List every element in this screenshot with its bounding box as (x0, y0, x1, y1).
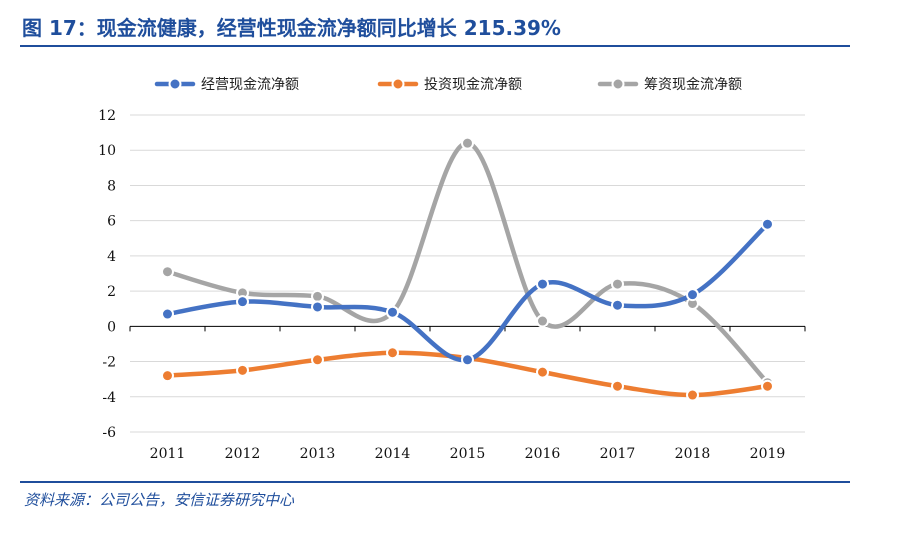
data-point (461, 353, 474, 367)
data-point (611, 298, 624, 312)
data-point (161, 265, 174, 279)
source-note: 资料来源：公司公告，安信证券研究中心 (24, 491, 295, 509)
legend-label: 经营现金流净额 (201, 77, 299, 93)
legend-marker (168, 77, 182, 91)
data-point (311, 353, 324, 367)
axes (129, 325, 806, 332)
y-tick-label: -2 (102, 355, 116, 371)
y-tick-label: 0 (107, 319, 116, 335)
series-line (165, 140, 770, 385)
legend: 经营现金流净额 投资现金流净额 筹资现金流净额 (154, 76, 742, 93)
data-point (311, 289, 324, 303)
data-point (761, 379, 774, 393)
x-tick-label: 2012 (225, 446, 261, 462)
y-tick-label: 4 (107, 249, 116, 265)
y-tick-label: 2 (107, 284, 116, 300)
y-tick-label: -4 (102, 390, 116, 406)
x-tick-label: 2019 (750, 446, 786, 462)
x-tick-label: 2015 (450, 446, 486, 462)
legend-marker (611, 77, 625, 91)
x-tick-label: 2016 (525, 446, 561, 462)
data-point (236, 363, 249, 377)
data-point (536, 314, 549, 328)
x-tick-labels: 2011 2012 2013 2014 2015 2016 2017 2018 2019 (150, 446, 786, 462)
gridlines (130, 114, 805, 433)
data-point (686, 388, 699, 402)
data-point (311, 300, 324, 314)
y-tick-labels: 12 10 8 6 4 2 0 -2 -4 -6 (98, 108, 116, 441)
data-point (611, 379, 624, 393)
data-point (161, 369, 174, 383)
data-point (611, 277, 624, 291)
legend-label: 筹资现金流净额 (644, 76, 742, 93)
data-point (386, 305, 399, 319)
data-point (236, 295, 249, 309)
x-tick-label: 2011 (150, 446, 186, 462)
x-tick-label: 2014 (375, 446, 411, 462)
data-point (461, 136, 474, 150)
series-lines (161, 136, 774, 402)
data-point (686, 288, 699, 302)
y-tick-label: 8 (107, 178, 116, 194)
y-tick-label: -6 (102, 425, 116, 441)
x-tick-label: 2013 (300, 446, 336, 462)
x-tick-label: 2017 (600, 446, 636, 462)
data-point (536, 277, 549, 291)
legend-marker (391, 77, 405, 91)
y-tick-label: 12 (98, 108, 116, 124)
figure-title: 图 17：现金流健康，经营性现金流净额同比增长 215.39% (22, 16, 561, 40)
data-point (161, 307, 174, 321)
x-tick-label: 2018 (675, 446, 711, 462)
data-point (386, 346, 399, 360)
source-divider (20, 481, 850, 483)
y-tick-label: 6 (107, 214, 116, 230)
legend-label: 投资现金流净额 (424, 77, 522, 93)
data-point (761, 217, 774, 231)
y-tick-label: 10 (98, 143, 116, 159)
data-point (536, 365, 549, 379)
title-divider (20, 45, 850, 47)
